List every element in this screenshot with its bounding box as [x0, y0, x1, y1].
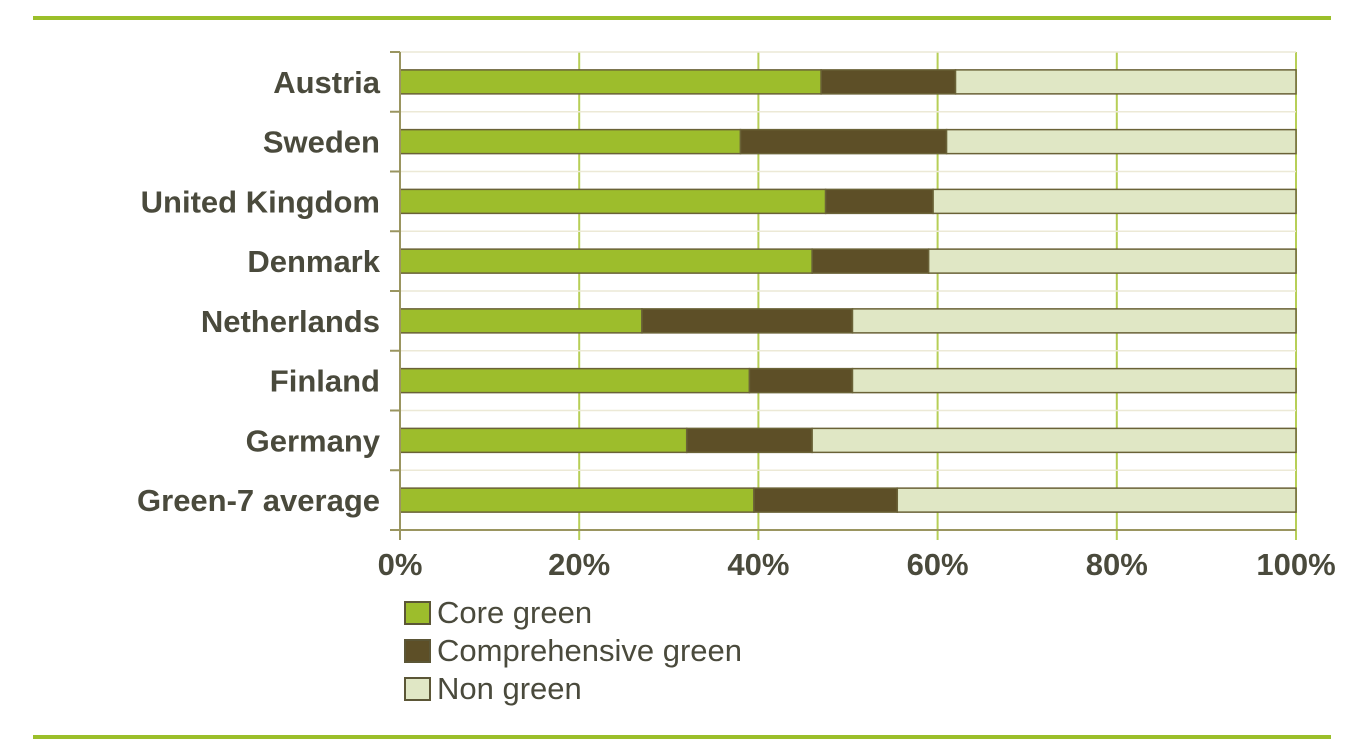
- legend-item-non-green: Non green: [404, 670, 742, 708]
- bar-united-kingdom-series-0: [399, 188, 827, 215]
- x-tick-label: 20%: [548, 547, 610, 582]
- tick-labels: 0% 20% 40% 60% 80% 100%: [378, 547, 1336, 582]
- bar-germany-series-1: [685, 427, 813, 454]
- x-tick-label: 60%: [907, 547, 969, 582]
- x-tick-label: 80%: [1086, 547, 1148, 582]
- bar-austria-series-0: [399, 69, 822, 95]
- legend-label-comprehensive-green: Comprehensive green: [437, 633, 743, 668]
- bar-denmark-series-1: [811, 248, 930, 274]
- bar-green-7-average-series-0: [399, 487, 755, 513]
- legend-item-core-green: Core green: [404, 594, 742, 632]
- bar-green-7-average-series-1: [753, 487, 899, 513]
- bar-austria-series-1: [820, 69, 957, 95]
- bar-finland-series-1: [748, 367, 854, 394]
- bars: [399, 69, 1297, 513]
- legend-swatch-non-green: [404, 677, 431, 701]
- bar-netherlands-series-1: [641, 308, 854, 334]
- category-label: Sweden: [263, 125, 380, 160]
- x-tick-label: 40%: [727, 547, 789, 582]
- category-label: Finland: [270, 364, 380, 399]
- bar-sweden-series-2: [945, 128, 1297, 155]
- category-label: Green-7 average: [137, 483, 380, 518]
- bar-netherlands-series-2: [851, 308, 1297, 334]
- bar-finland-series-2: [851, 367, 1297, 394]
- x-tick-label: 0%: [378, 547, 423, 582]
- bar-sweden-series-1: [739, 128, 948, 155]
- bar-denmark-series-0: [399, 248, 813, 274]
- legend-label-non-green: Non green: [437, 671, 582, 706]
- bar-denmark-series-2: [927, 248, 1297, 274]
- legend: Core green Comprehensive green Non green: [404, 594, 742, 708]
- legend-item-comprehensive-green: Comprehensive green: [404, 632, 742, 670]
- bar-united-kingdom-series-1: [824, 188, 934, 215]
- legend-swatch-core-green: [404, 601, 431, 625]
- category-label: Germany: [246, 423, 381, 458]
- bar-sweden-series-0: [399, 128, 742, 155]
- legend-swatch-comprehensive-green: [404, 639, 431, 663]
- x-tick-label: 100%: [1256, 547, 1335, 582]
- bar-finland-series-0: [399, 367, 751, 394]
- category-label: Denmark: [247, 244, 380, 279]
- bar-united-kingdom-series-2: [932, 188, 1297, 215]
- bottom-rule: [33, 735, 1331, 739]
- top-rule: [33, 16, 1331, 20]
- category-labels: Austria Sweden United Kingdom Denmark Nether…: [137, 65, 381, 518]
- category-label: Austria: [273, 65, 381, 100]
- bar-netherlands-series-0: [399, 308, 643, 334]
- category-label: Netherlands: [201, 304, 380, 339]
- bar-austria-series-2: [954, 69, 1297, 95]
- legend-label-core-green: Core green: [437, 595, 593, 630]
- bar-green-7-average-series-2: [896, 487, 1297, 513]
- category-label: United Kingdom: [141, 184, 380, 219]
- bar-germany-series-2: [811, 427, 1297, 454]
- bar-germany-series-0: [399, 427, 688, 454]
